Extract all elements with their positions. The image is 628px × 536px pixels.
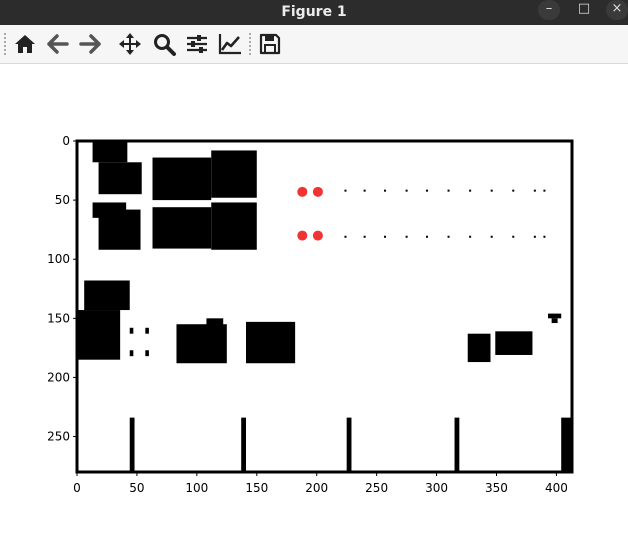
x-tick-label: 0 (73, 481, 81, 495)
chart-line-icon (218, 34, 241, 55)
waypoint-dot (469, 189, 472, 192)
x-tick-label: 400 (545, 481, 568, 495)
waypoint-dot (363, 189, 366, 192)
waypoint-dot (533, 189, 536, 192)
waypoint-dot (490, 235, 493, 238)
x-tick-label: 200 (305, 481, 328, 495)
home-button[interactable] (12, 31, 38, 57)
obstacle-block (245, 321, 296, 364)
red-marker (297, 230, 308, 241)
obstacle-block (129, 350, 134, 357)
pan-button[interactable] (117, 31, 143, 57)
waypoint-dot (405, 235, 408, 238)
forward-button[interactable] (77, 31, 103, 57)
waypoint-dot (512, 189, 515, 192)
red-marker (312, 230, 323, 241)
maximize-button[interactable]: □ (577, 1, 591, 16)
plot-area (77, 141, 572, 472)
move-icon (119, 33, 141, 55)
y-tick-label: 200 (47, 370, 70, 384)
x-tick-label: 50 (129, 481, 144, 495)
zoom-button[interactable] (151, 31, 177, 57)
obstacle-block (145, 327, 149, 334)
obstacle-block (77, 310, 121, 360)
waypoint-dot (425, 189, 428, 192)
waypoint-dot (363, 235, 366, 238)
save-button[interactable] (257, 31, 283, 57)
x-tick-label: 150 (245, 481, 268, 495)
obstacle-block (176, 324, 227, 364)
obstacle-block (548, 313, 562, 319)
x-tick-label: 350 (485, 481, 508, 495)
obstacle-block (454, 417, 460, 472)
obstacle-block (211, 150, 257, 198)
red-marker (312, 186, 323, 197)
obstacle-block (241, 417, 246, 472)
obstacle-block (145, 350, 149, 357)
obstacle-block (561, 417, 572, 472)
waypoint-dot (425, 235, 428, 238)
obstacle-block (152, 157, 212, 201)
y-tick-label: 250 (47, 430, 70, 444)
waypoint-dot (344, 235, 347, 238)
obstacle-block (98, 162, 142, 195)
y-tick-label: 150 (47, 311, 70, 325)
waypoint-dot (533, 235, 536, 238)
obstacle-block (206, 318, 224, 331)
waypoint-dot (344, 189, 347, 192)
obstacle-block (92, 141, 128, 163)
y-tick-label: 0 (62, 134, 70, 148)
waypoint-dot (490, 189, 493, 192)
obstacle-block (129, 327, 134, 334)
home-icon (15, 35, 35, 53)
waypoint-dot (405, 189, 408, 192)
red-marker (297, 186, 308, 197)
waypoint-dot (512, 235, 515, 238)
navigation-toolbar (0, 25, 628, 64)
configure-button[interactable] (184, 31, 210, 57)
window-title: Figure 1 (281, 4, 347, 20)
sliders-icon (187, 35, 207, 53)
waypoint-dot (469, 235, 472, 238)
toolbar-separator (249, 33, 251, 55)
zoom-icon (154, 34, 176, 56)
y-tick-label: 50 (55, 193, 70, 207)
obstacle-block (152, 207, 212, 249)
x-tick-label: 300 (425, 481, 448, 495)
obstacle-block (346, 417, 352, 472)
save-icon (259, 33, 281, 55)
close-button[interactable]: × (606, 0, 628, 20)
obstacle-block (129, 417, 135, 472)
edit-axis-button[interactable] (217, 31, 243, 57)
arrow-left-icon (47, 34, 69, 54)
minimize-button[interactable]: – (538, 0, 560, 20)
waypoint-dot (384, 189, 387, 192)
obstacle-block (84, 280, 130, 311)
obstacle-block (467, 333, 491, 363)
x-tick-label: 100 (185, 481, 208, 495)
waypoint-dot (543, 189, 546, 192)
x-tick-label: 250 (365, 481, 388, 495)
obstacle-block (551, 318, 558, 324)
waypoint-dot (384, 235, 387, 238)
back-button[interactable] (45, 31, 71, 57)
obstacle-block (211, 202, 257, 250)
arrow-right-icon (79, 34, 101, 54)
axes-frame (76, 140, 573, 473)
title-bar: Figure 1 – □ × (0, 0, 628, 25)
y-tick-label: 100 (47, 252, 70, 266)
waypoint-dot (447, 235, 450, 238)
waypoint-dot (543, 235, 546, 238)
toolbar-grip (4, 33, 6, 55)
obstacle-block (495, 331, 533, 355)
obstacle-block (98, 209, 141, 250)
waypoint-dot (447, 189, 450, 192)
